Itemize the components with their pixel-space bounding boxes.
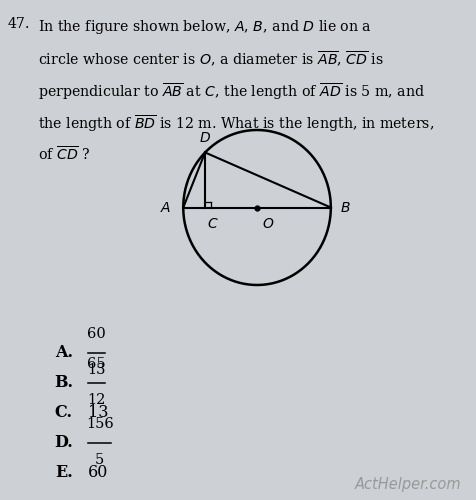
Text: $\mathit{C}$: $\mathit{C}$ bbox=[208, 216, 219, 230]
Text: ActHelper.com: ActHelper.com bbox=[355, 478, 462, 492]
Text: 13: 13 bbox=[88, 404, 109, 421]
Text: In the figure shown below, $\mathit{A}$, $\mathit{B}$, and $\mathit{D}$ lie on a: In the figure shown below, $\mathit{A}$,… bbox=[38, 18, 372, 36]
Text: 60: 60 bbox=[88, 464, 109, 481]
Text: E.: E. bbox=[55, 464, 72, 481]
Text: C.: C. bbox=[55, 404, 73, 421]
Text: perpendicular to $\overline{\mathit{AB}}$ at $\mathit{C}$, the length of $\overl: perpendicular to $\overline{\mathit{AB}}… bbox=[38, 82, 425, 102]
Text: 12: 12 bbox=[88, 394, 106, 407]
Text: of $\overline{\mathit{CD}}$ ?: of $\overline{\mathit{CD}}$ ? bbox=[38, 146, 90, 164]
Text: B.: B. bbox=[55, 374, 74, 391]
Text: 65: 65 bbox=[87, 358, 106, 372]
Text: A.: A. bbox=[55, 344, 73, 361]
Text: 5: 5 bbox=[95, 454, 104, 468]
Text: 47.: 47. bbox=[7, 18, 30, 32]
Text: $\mathit{D}$: $\mathit{D}$ bbox=[199, 131, 211, 145]
Text: the length of $\overline{\mathit{BD}}$ is 12 m. What is the length, in meters,: the length of $\overline{\mathit{BD}}$ i… bbox=[38, 114, 434, 134]
Text: D.: D. bbox=[55, 434, 73, 451]
Text: $\mathit{B}$: $\mathit{B}$ bbox=[340, 200, 351, 214]
Text: 156: 156 bbox=[86, 418, 114, 432]
Text: circle whose center is $\mathit{O}$, a diameter is $\overline{\mathit{AB}}$, $\o: circle whose center is $\mathit{O}$, a d… bbox=[38, 50, 384, 68]
Text: $\mathit{A}$: $\mathit{A}$ bbox=[160, 200, 171, 214]
Text: 60: 60 bbox=[87, 328, 106, 342]
Text: $\mathit{O}$: $\mathit{O}$ bbox=[262, 216, 274, 230]
Text: 13: 13 bbox=[88, 364, 106, 378]
